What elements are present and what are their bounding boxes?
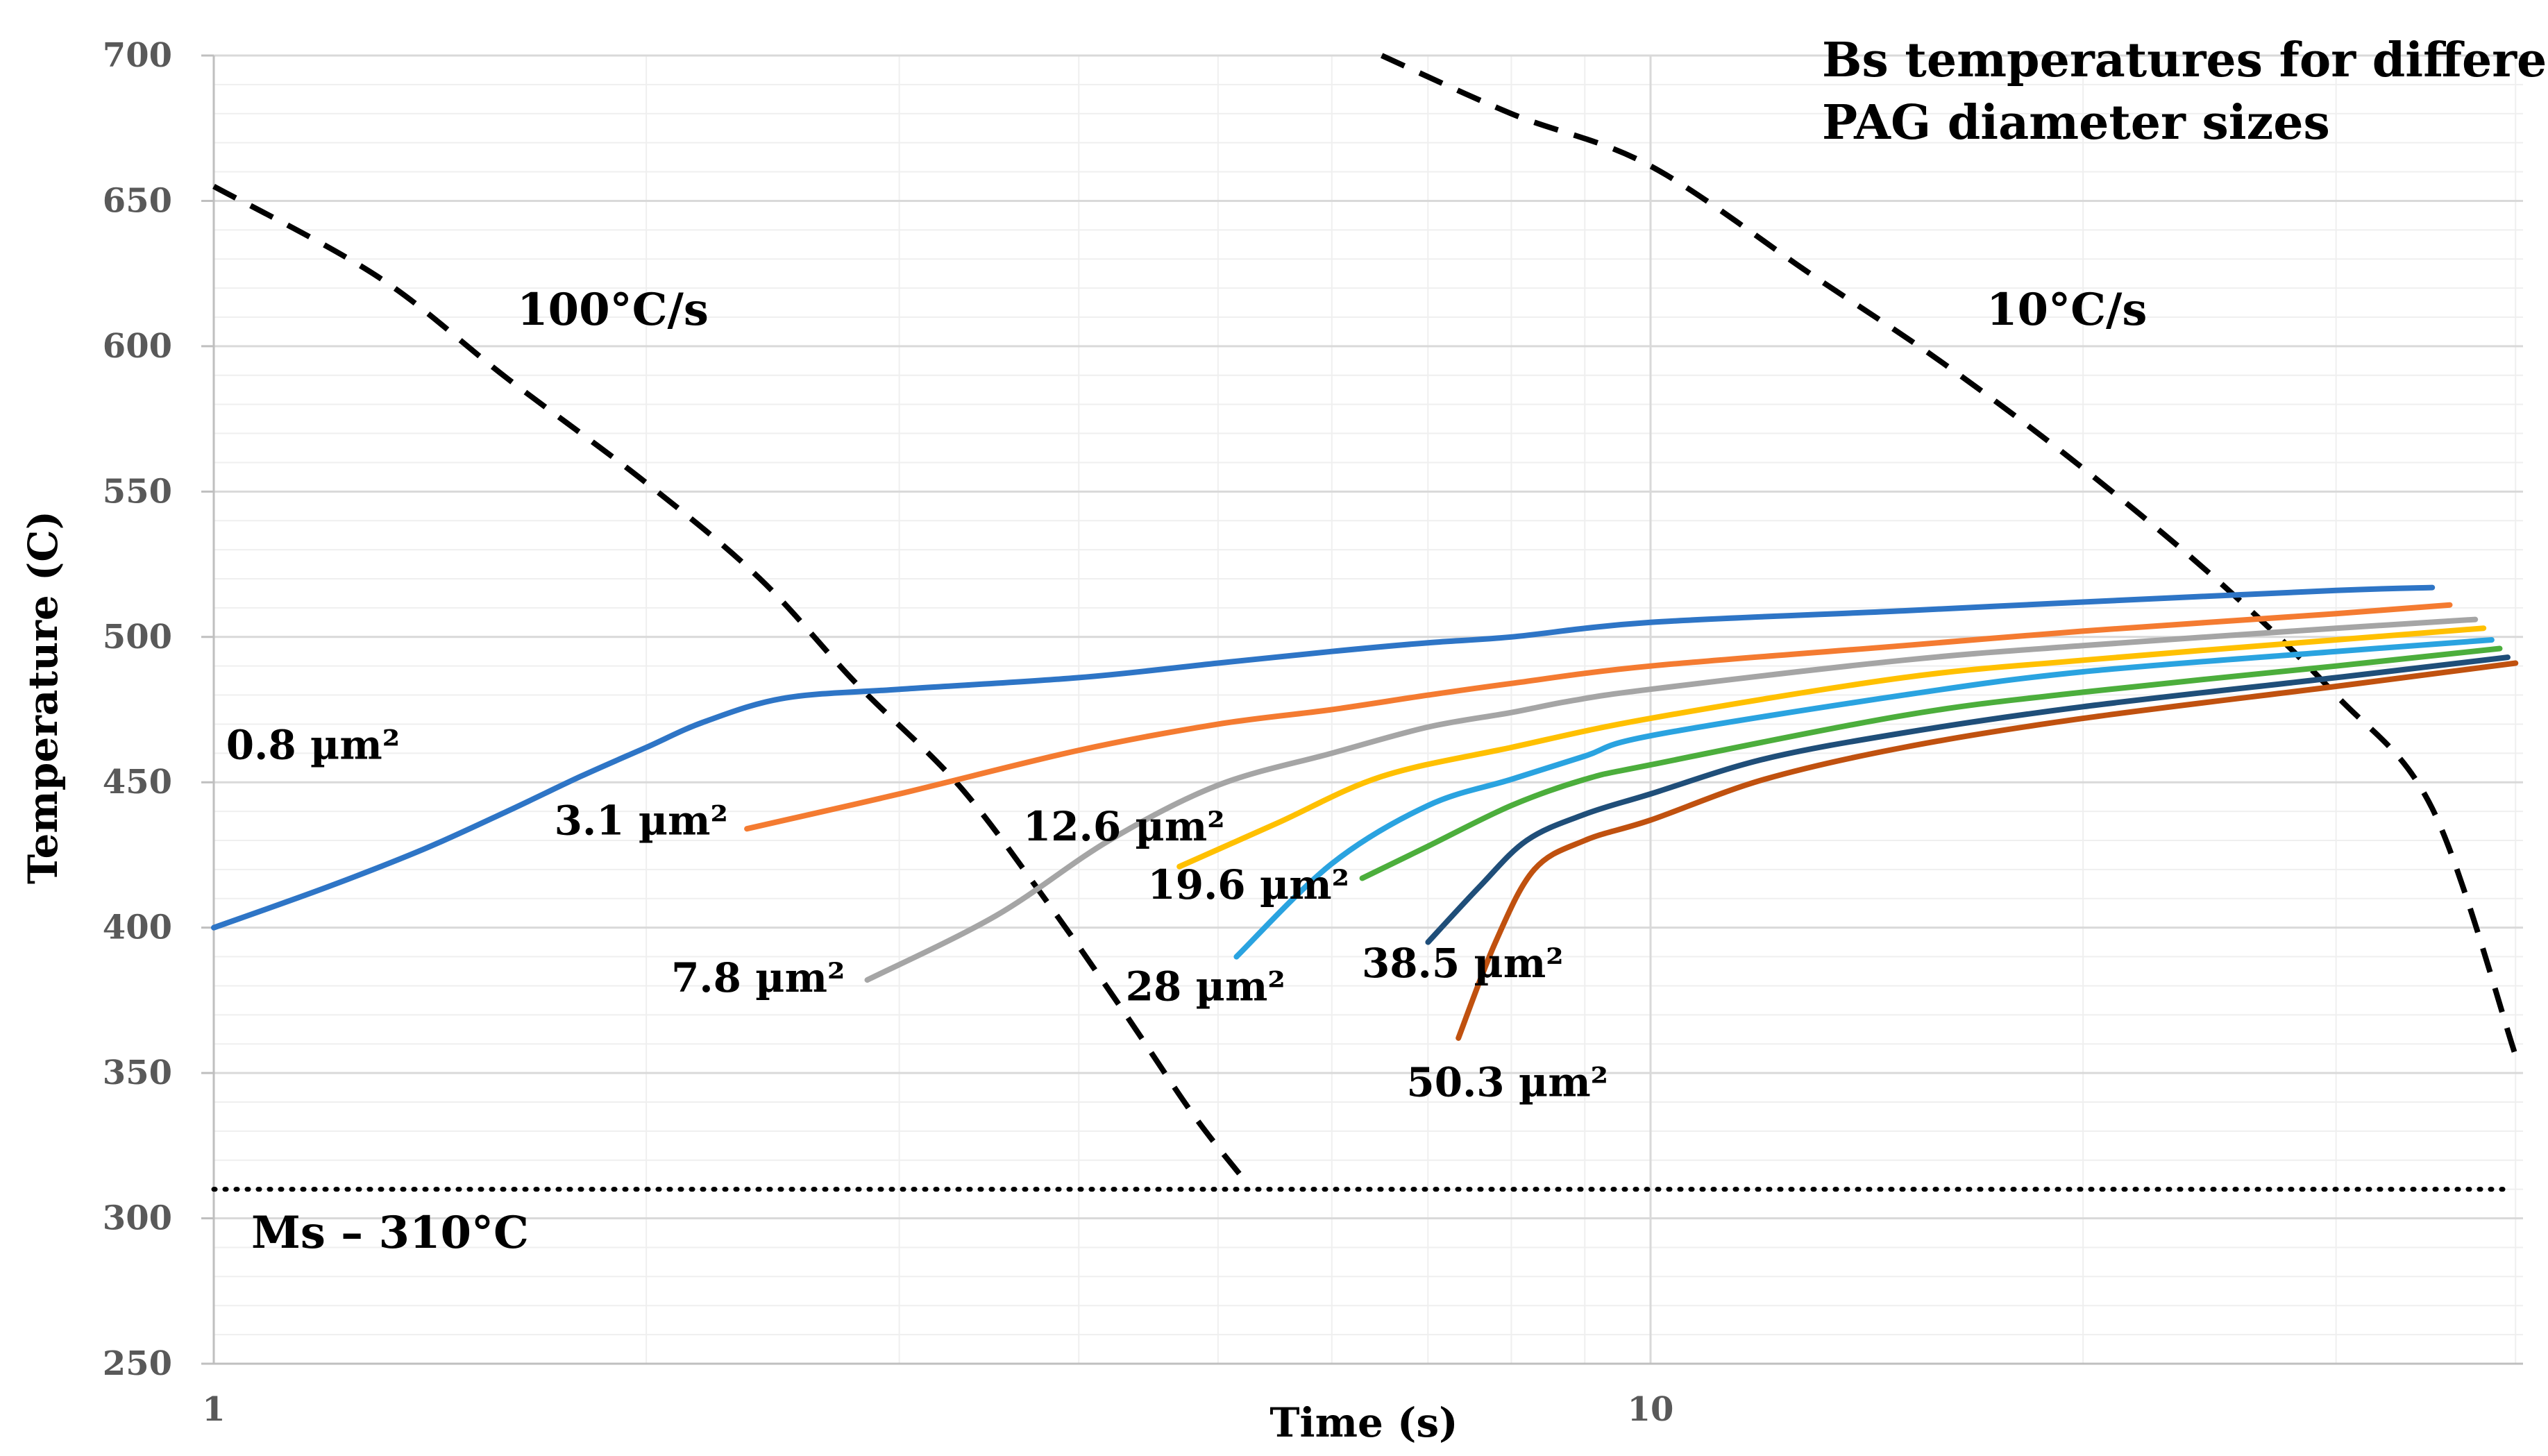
- cooling-curve-100: [212, 183, 1245, 1180]
- y-tick-label: 350: [103, 1053, 172, 1092]
- cooling-curve-10: [1381, 53, 2519, 1057]
- y-tick-label: 400: [103, 908, 172, 947]
- cooling-label-100: 100°C/s: [517, 284, 709, 336]
- y-tick-label: 550: [103, 472, 172, 511]
- series-line-5: [1233, 637, 2495, 960]
- series-label-5: 19.6 µm²: [1147, 861, 1349, 908]
- series-line-3: [864, 616, 2479, 983]
- y-tick-label: 700: [103, 36, 172, 75]
- ms-label: Ms – 310°C: [251, 1207, 529, 1259]
- y-tick-label: 450: [103, 763, 172, 802]
- series-line-2: [744, 602, 2453, 832]
- x-tick-label: 10: [1628, 1390, 1674, 1429]
- series-label-2: 3.1 µm²: [555, 797, 728, 845]
- y-tick-label: 600: [103, 327, 172, 366]
- y-tick-label: 300: [103, 1199, 172, 1238]
- axes: 250 300 350 400 450 500 550 600 650 700 1 10: [103, 36, 2523, 1429]
- y-tick-label: 650: [103, 181, 172, 220]
- series-line-4: [1176, 625, 2487, 870]
- series-line-6: [1359, 645, 2503, 881]
- x-tick-label: 1: [202, 1390, 225, 1429]
- series-label-3: 7.8 µm²: [671, 954, 845, 1001]
- cooling-label-10: 10°C/s: [1986, 284, 2147, 336]
- chart-title-line-1: Bs temperatures for different: [1822, 33, 2548, 88]
- grid: [212, 54, 2523, 1365]
- labels: 0.8 µm² 3.1 µm² 7.8 µm² 12.6 µm² 19.6 µm² 28 …: [226, 722, 1608, 1106]
- series-label-1: 0.8 µm²: [226, 722, 400, 769]
- cooling-curves: [212, 53, 2519, 1180]
- series-label-4: 12.6 µm²: [1023, 803, 1225, 850]
- y-tick-label: 250: [103, 1344, 172, 1383]
- x-axis-title: Time (s): [1269, 1399, 1458, 1446]
- series-label-7: 38.5 µm²: [1362, 940, 1564, 987]
- chart-title-line-2: PAG diameter sizes: [1822, 95, 2330, 151]
- series-lines: [211, 584, 2519, 1041]
- series-line-8: [1456, 660, 2519, 1041]
- series-label-8: 50.3 µm²: [1406, 1059, 1608, 1106]
- y-axis-title: Temperature (C): [19, 511, 67, 884]
- series-line-7: [1425, 654, 2511, 945]
- y-tick-label: 500: [103, 618, 172, 657]
- series-label-6: 28 µm²: [1126, 963, 1285, 1010]
- series-line-1: [211, 584, 2436, 931]
